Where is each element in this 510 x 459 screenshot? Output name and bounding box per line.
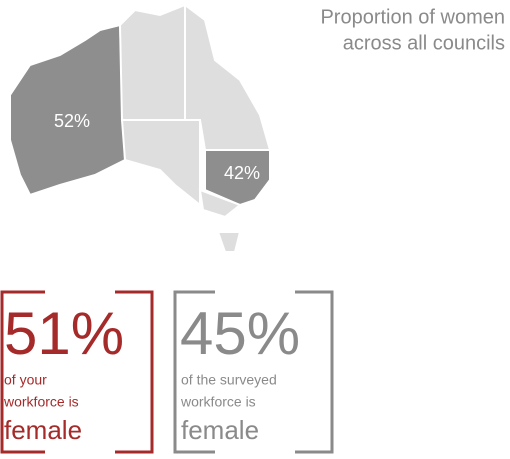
box-text: workforce is [3,394,79,410]
box-emphasis: female [4,415,82,445]
box-surveyed [173,290,334,454]
title-line: Proportion of women [320,6,505,28]
big-percent: 45% [180,300,300,367]
title-line: across all councils [343,32,505,54]
bracket-right [295,290,334,454]
box-text: of the surveyed [181,372,277,388]
australia-map [9,3,272,253]
box-text: of your [4,372,47,388]
bracket-left [173,290,215,454]
box-text: workforce is [180,394,256,410]
region-vic [198,188,242,219]
map-label: 52% [54,111,90,131]
region-tas [216,231,242,253]
big-percent: 51% [4,300,124,367]
bracket-right [115,290,154,454]
region-sa [120,119,201,208]
box-emphasis: female [181,415,259,445]
box-yours [0,290,154,454]
region-nt [118,3,186,121]
region-qld [184,3,272,151]
bracket-left [0,290,45,454]
map-label: 42% [224,163,260,183]
region-nsw [204,149,271,207]
